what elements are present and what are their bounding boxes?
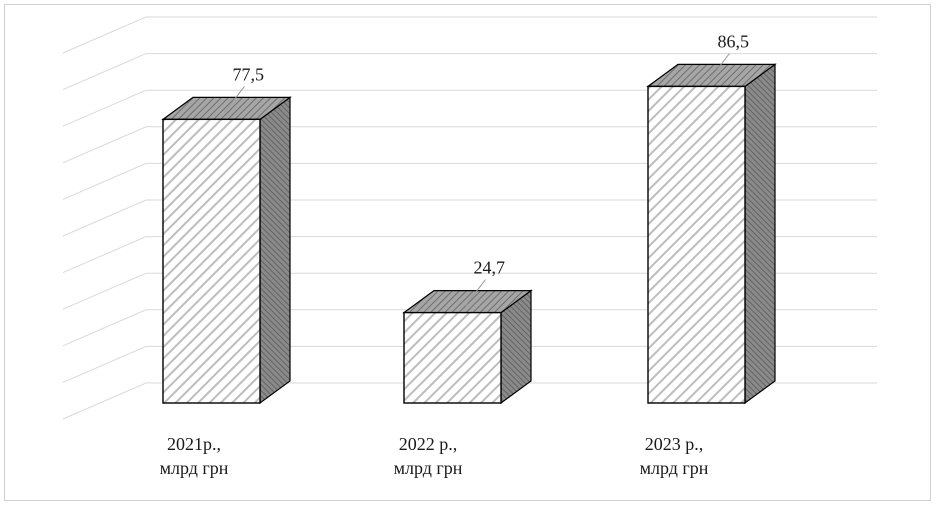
gridline xyxy=(62,126,877,164)
value-label: 24,7 xyxy=(474,258,506,278)
bar xyxy=(402,289,533,405)
bar-side-face xyxy=(744,63,776,405)
bar-front-face xyxy=(403,311,502,404)
bar xyxy=(646,63,777,405)
value-label: 86,5 xyxy=(718,31,750,51)
gridline xyxy=(62,162,877,200)
category-unit: млрд грн xyxy=(159,458,229,478)
gridlines xyxy=(62,16,877,420)
value-leader-line xyxy=(465,279,486,306)
category-unit: млрд грн xyxy=(639,458,709,478)
bar-front-face xyxy=(647,85,746,404)
bar xyxy=(161,96,292,405)
value-leader-line xyxy=(224,86,245,113)
category-unit: млрд грн xyxy=(393,458,463,478)
category-year: 2021р., xyxy=(167,434,221,454)
gridline xyxy=(62,272,877,310)
category-year: 2022 р., xyxy=(398,434,458,454)
value-label: 77,5 xyxy=(233,64,265,84)
gridline xyxy=(62,199,877,237)
bars xyxy=(161,63,777,405)
bar-side-face xyxy=(259,96,291,405)
gridline xyxy=(62,382,877,420)
gridline xyxy=(62,53,877,91)
chart-frame xyxy=(4,4,931,501)
category-year: 2023 р., xyxy=(644,434,704,454)
gridline xyxy=(62,309,877,347)
gridline xyxy=(62,236,877,274)
category-label-2022: 2022 р., млрд грн xyxy=(353,432,503,480)
value-labels: 77,5 24,7 86,5 xyxy=(224,31,750,306)
gridline xyxy=(62,16,877,54)
gridline xyxy=(62,89,877,127)
gridline xyxy=(62,345,877,383)
category-label-2021: 2021р., млрд грн xyxy=(119,432,269,480)
bar-front-face xyxy=(162,118,261,404)
category-label-2023: 2023 р., млрд грн xyxy=(599,432,749,480)
value-leader-line xyxy=(709,53,730,80)
